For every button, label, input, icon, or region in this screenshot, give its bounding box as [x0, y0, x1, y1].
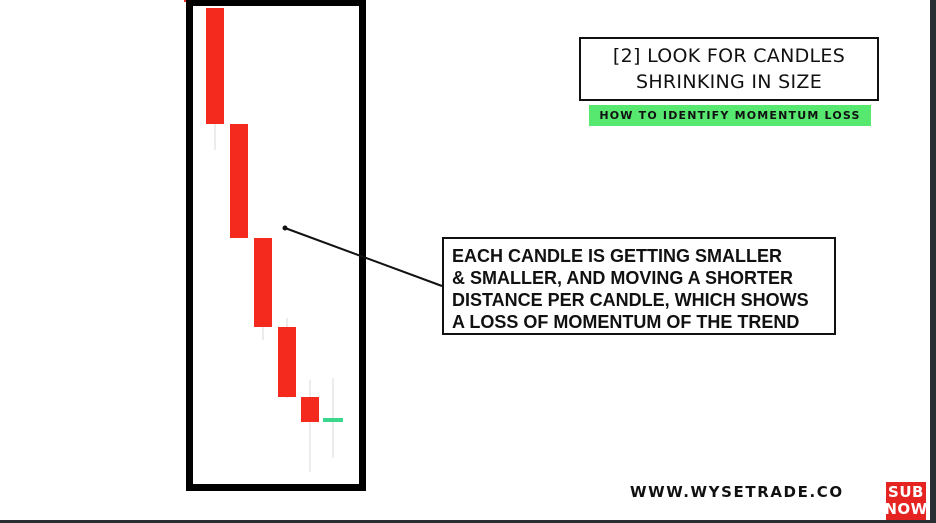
callout-line-3: DISTANCE PER CANDLE, WHICH SHOWS	[452, 290, 809, 310]
callout-line-2: & SMALLER, AND MOVING A SHORTER	[452, 268, 793, 288]
callout-line-1: EACH CANDLE IS GETTING SMALLER	[452, 246, 783, 266]
subtitle-banner: HOW TO IDENTIFY MOMENTUM LOSS	[589, 105, 871, 126]
badge-line-1: SUB	[888, 483, 924, 501]
site-url: WWW.WYSETRADE.CO	[630, 483, 844, 501]
callout-line-4: A LOSS OF MOMENTUM OF THE TREND	[452, 312, 800, 332]
subtitle-text: HOW TO IDENTIFY MOMENTUM LOSS	[599, 109, 861, 122]
candle-1	[206, 8, 224, 150]
subscribe-badge[interactable]: SUB NOW	[884, 482, 928, 520]
candle-1-body	[206, 8, 224, 124]
candle-5	[301, 380, 319, 472]
highlight-frame	[186, 0, 366, 491]
title-box: [2] LOOK FOR CANDLES SHRINKING IN SIZE	[579, 37, 879, 101]
candle-4-body	[278, 327, 296, 397]
candle-4	[278, 318, 296, 398]
candle-6	[323, 378, 343, 458]
badge-line-2: NOW	[884, 500, 928, 518]
title-line-1: [2] LOOK FOR CANDLES	[612, 45, 846, 67]
candle-3	[254, 238, 272, 340]
candle-2-body	[230, 124, 248, 238]
candle-5-body	[301, 397, 319, 422]
candle-6-body	[323, 418, 343, 422]
candle-2	[230, 124, 248, 238]
title-line-2: SHRINKING IN SIZE	[635, 71, 823, 93]
pointer-line	[284, 227, 443, 287]
candle-3-body	[254, 238, 272, 327]
callout-box: EACH CANDLE IS GETTING SMALLER & SMALLER…	[442, 237, 836, 335]
